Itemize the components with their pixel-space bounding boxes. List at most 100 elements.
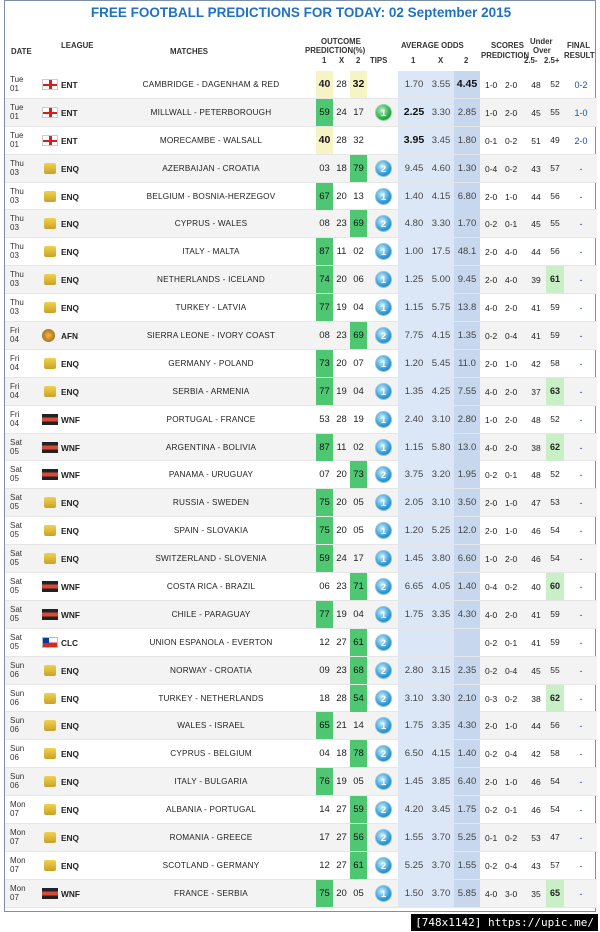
match-name[interactable]: PANAMA - URUGUAY [168, 470, 254, 480]
match-name[interactable]: MORECAMBE - WALSALL [159, 135, 263, 145]
score-prediction: 0-2 [485, 860, 498, 871]
over-pct: 55 [550, 664, 560, 675]
match-date: Mon 07 [10, 855, 26, 874]
final-result: - [579, 637, 583, 648]
match-name[interactable]: MILLWALL - PETERBOROUGH [150, 107, 272, 117]
average-odds: 6.60 [454, 545, 480, 573]
match-name[interactable]: NORWAY - CROATIA [170, 665, 252, 675]
match-date: Thu 03 [10, 270, 24, 289]
table-row: Sun 06 ENQ NORWAY - CROATIA 09 23 68 2 2.80 3.15 2… [5, 656, 597, 685]
score-prediction-alt: 0-1 [505, 219, 518, 230]
final-result: - [579, 442, 583, 453]
outcome-pct: 20 [336, 497, 347, 509]
outcome-pct: 19 [336, 608, 347, 620]
score-prediction-alt: 1-0 [505, 191, 518, 202]
league-code: ENQ [61, 526, 79, 537]
final-result: - [579, 554, 583, 565]
over-pct: 57 [550, 162, 560, 173]
over-pct: 59 [550, 636, 560, 647]
match-name[interactable]: TURKEY - NETHERLANDS [158, 693, 264, 703]
match-date: Fri 04 [10, 381, 20, 400]
score-prediction: 2-0 [485, 191, 498, 202]
match-name[interactable]: GERMANY - POLAND [168, 358, 254, 368]
outcome-pct: 59 [316, 98, 333, 126]
score-prediction-alt: 2-0 [505, 414, 518, 425]
match-name[interactable]: CAMBRIDGE - DAGENHAM & RED [142, 80, 280, 89]
header-outcome-1: 1 [322, 56, 327, 65]
final-result: - [579, 860, 583, 871]
match-name[interactable]: COSTA RICA - BRAZIL [166, 582, 256, 592]
outcome-pct: 18 [336, 162, 347, 174]
match-name[interactable]: NETHERLANDS - ICELAND [157, 275, 265, 285]
average-odds: 1.20 [404, 525, 424, 537]
average-odds [454, 628, 480, 656]
match-name[interactable]: SIERRA LEONE - IVORY COAST [146, 331, 276, 341]
match-name[interactable]: ITALY - BULGARIA [174, 777, 248, 787]
match-name[interactable]: ALBANIA - PORTUGAL [166, 805, 256, 815]
match-date: Sat 05 [10, 577, 23, 596]
match-name[interactable]: SPAIN - SLOVAKIA [173, 526, 249, 536]
under-pct: 43 [531, 163, 541, 174]
score-prediction-alt: 1-0 [505, 498, 518, 509]
average-odds: 3.10 [404, 692, 424, 704]
over-pct: 59 [550, 302, 560, 313]
match-name[interactable]: SCOTLAND - GERMANY [162, 860, 260, 870]
over-pct: 59 [550, 608, 560, 619]
match-name[interactable]: CYPRUS - BELGIUM [170, 749, 252, 759]
final-result: - [579, 219, 583, 230]
match-name[interactable]: BELGIUM - BOSNIA-HERZEGOV [146, 191, 276, 201]
match-name[interactable]: TURKEY - LATVIA [175, 303, 247, 313]
match-name[interactable]: UNION ESPANOLA - EVERTON [149, 637, 273, 647]
match-name[interactable]: CYPRUS - WALES [174, 219, 248, 229]
league-flag-icon [42, 106, 58, 118]
average-odds: 1.70 [404, 79, 424, 90]
average-odds: 3.70 [431, 859, 451, 871]
average-odds: 1.70 [454, 210, 480, 238]
match-name[interactable]: CHILE - PARAGUAY [171, 609, 251, 619]
outcome-pct: 20 [336, 357, 347, 369]
league-code: ENQ [61, 386, 79, 397]
table-row: Mon 07 ENQ ALBANIA - PORTUGAL 14 27 59 2 4.20 3.4… [5, 796, 597, 825]
outcome-pct: 76 [316, 768, 333, 796]
tip-badge-icon: 1 [375, 717, 392, 735]
header-over-25: 2.5+ [544, 56, 560, 65]
average-odds: 2.40 [404, 413, 424, 425]
header-outcome-pct: PREDICTION(%) [305, 46, 366, 55]
table-row: Sat 05 WNF PANAMA - URUGUAY 07 20 73 2 3.75 3.20 1… [5, 461, 597, 490]
match-name[interactable]: FRANCE - SERBIA [174, 888, 248, 898]
over-pct: 56 [550, 190, 560, 201]
match-name[interactable]: ITALY - MALTA [182, 247, 240, 257]
score-prediction-alt: 3-0 [505, 888, 518, 899]
match-date: Sat 05 [10, 632, 23, 651]
over-pct: 54 [550, 804, 560, 815]
over-pct: 54 [550, 553, 560, 564]
match-name[interactable]: ROMANIA - GREECE [169, 833, 253, 843]
match-name[interactable]: PORTUGAL - FRANCE [166, 414, 256, 424]
under-pct: 48 [531, 470, 541, 481]
match-name[interactable]: SERBIA - ARMENIA [172, 386, 250, 396]
league-code: CLC [61, 637, 79, 648]
score-prediction-alt: 2-0 [505, 80, 518, 90]
tip-badge-icon: 2 [375, 327, 392, 345]
match-name[interactable]: RUSSIA - SWEDEN [172, 498, 250, 508]
match-name[interactable]: AZERBAIJAN - CROATIA [162, 163, 260, 173]
under-pct: 48 [531, 80, 541, 90]
outcome-pct: 11 [336, 246, 347, 258]
tip-badge-icon: 2 [375, 829, 392, 847]
average-odds: 3.20 [431, 469, 451, 481]
tip-badge-icon: 2 [375, 633, 392, 651]
match-name[interactable]: SWITZERLAND - SLOVENIA [155, 554, 267, 564]
average-odds: 1.20 [404, 357, 424, 369]
outcome-pct: 69 [350, 322, 367, 350]
league-flag-icon [44, 497, 56, 509]
match-name[interactable]: ARGENTINA - BOLIVIA [165, 442, 257, 452]
outcome-pct: 20 [336, 274, 347, 286]
match-name[interactable]: WALES - ISRAEL [177, 721, 245, 731]
score-prediction-alt: 2-0 [505, 554, 518, 565]
score-prediction: 1-0 [485, 107, 498, 118]
match-date: Sun 06 [10, 716, 25, 735]
outcome-pct: 02 [353, 441, 364, 453]
outcome-pct: 07 [319, 469, 330, 481]
average-odds: 1.00 [404, 246, 424, 258]
outcome-pct: 67 [316, 182, 333, 210]
